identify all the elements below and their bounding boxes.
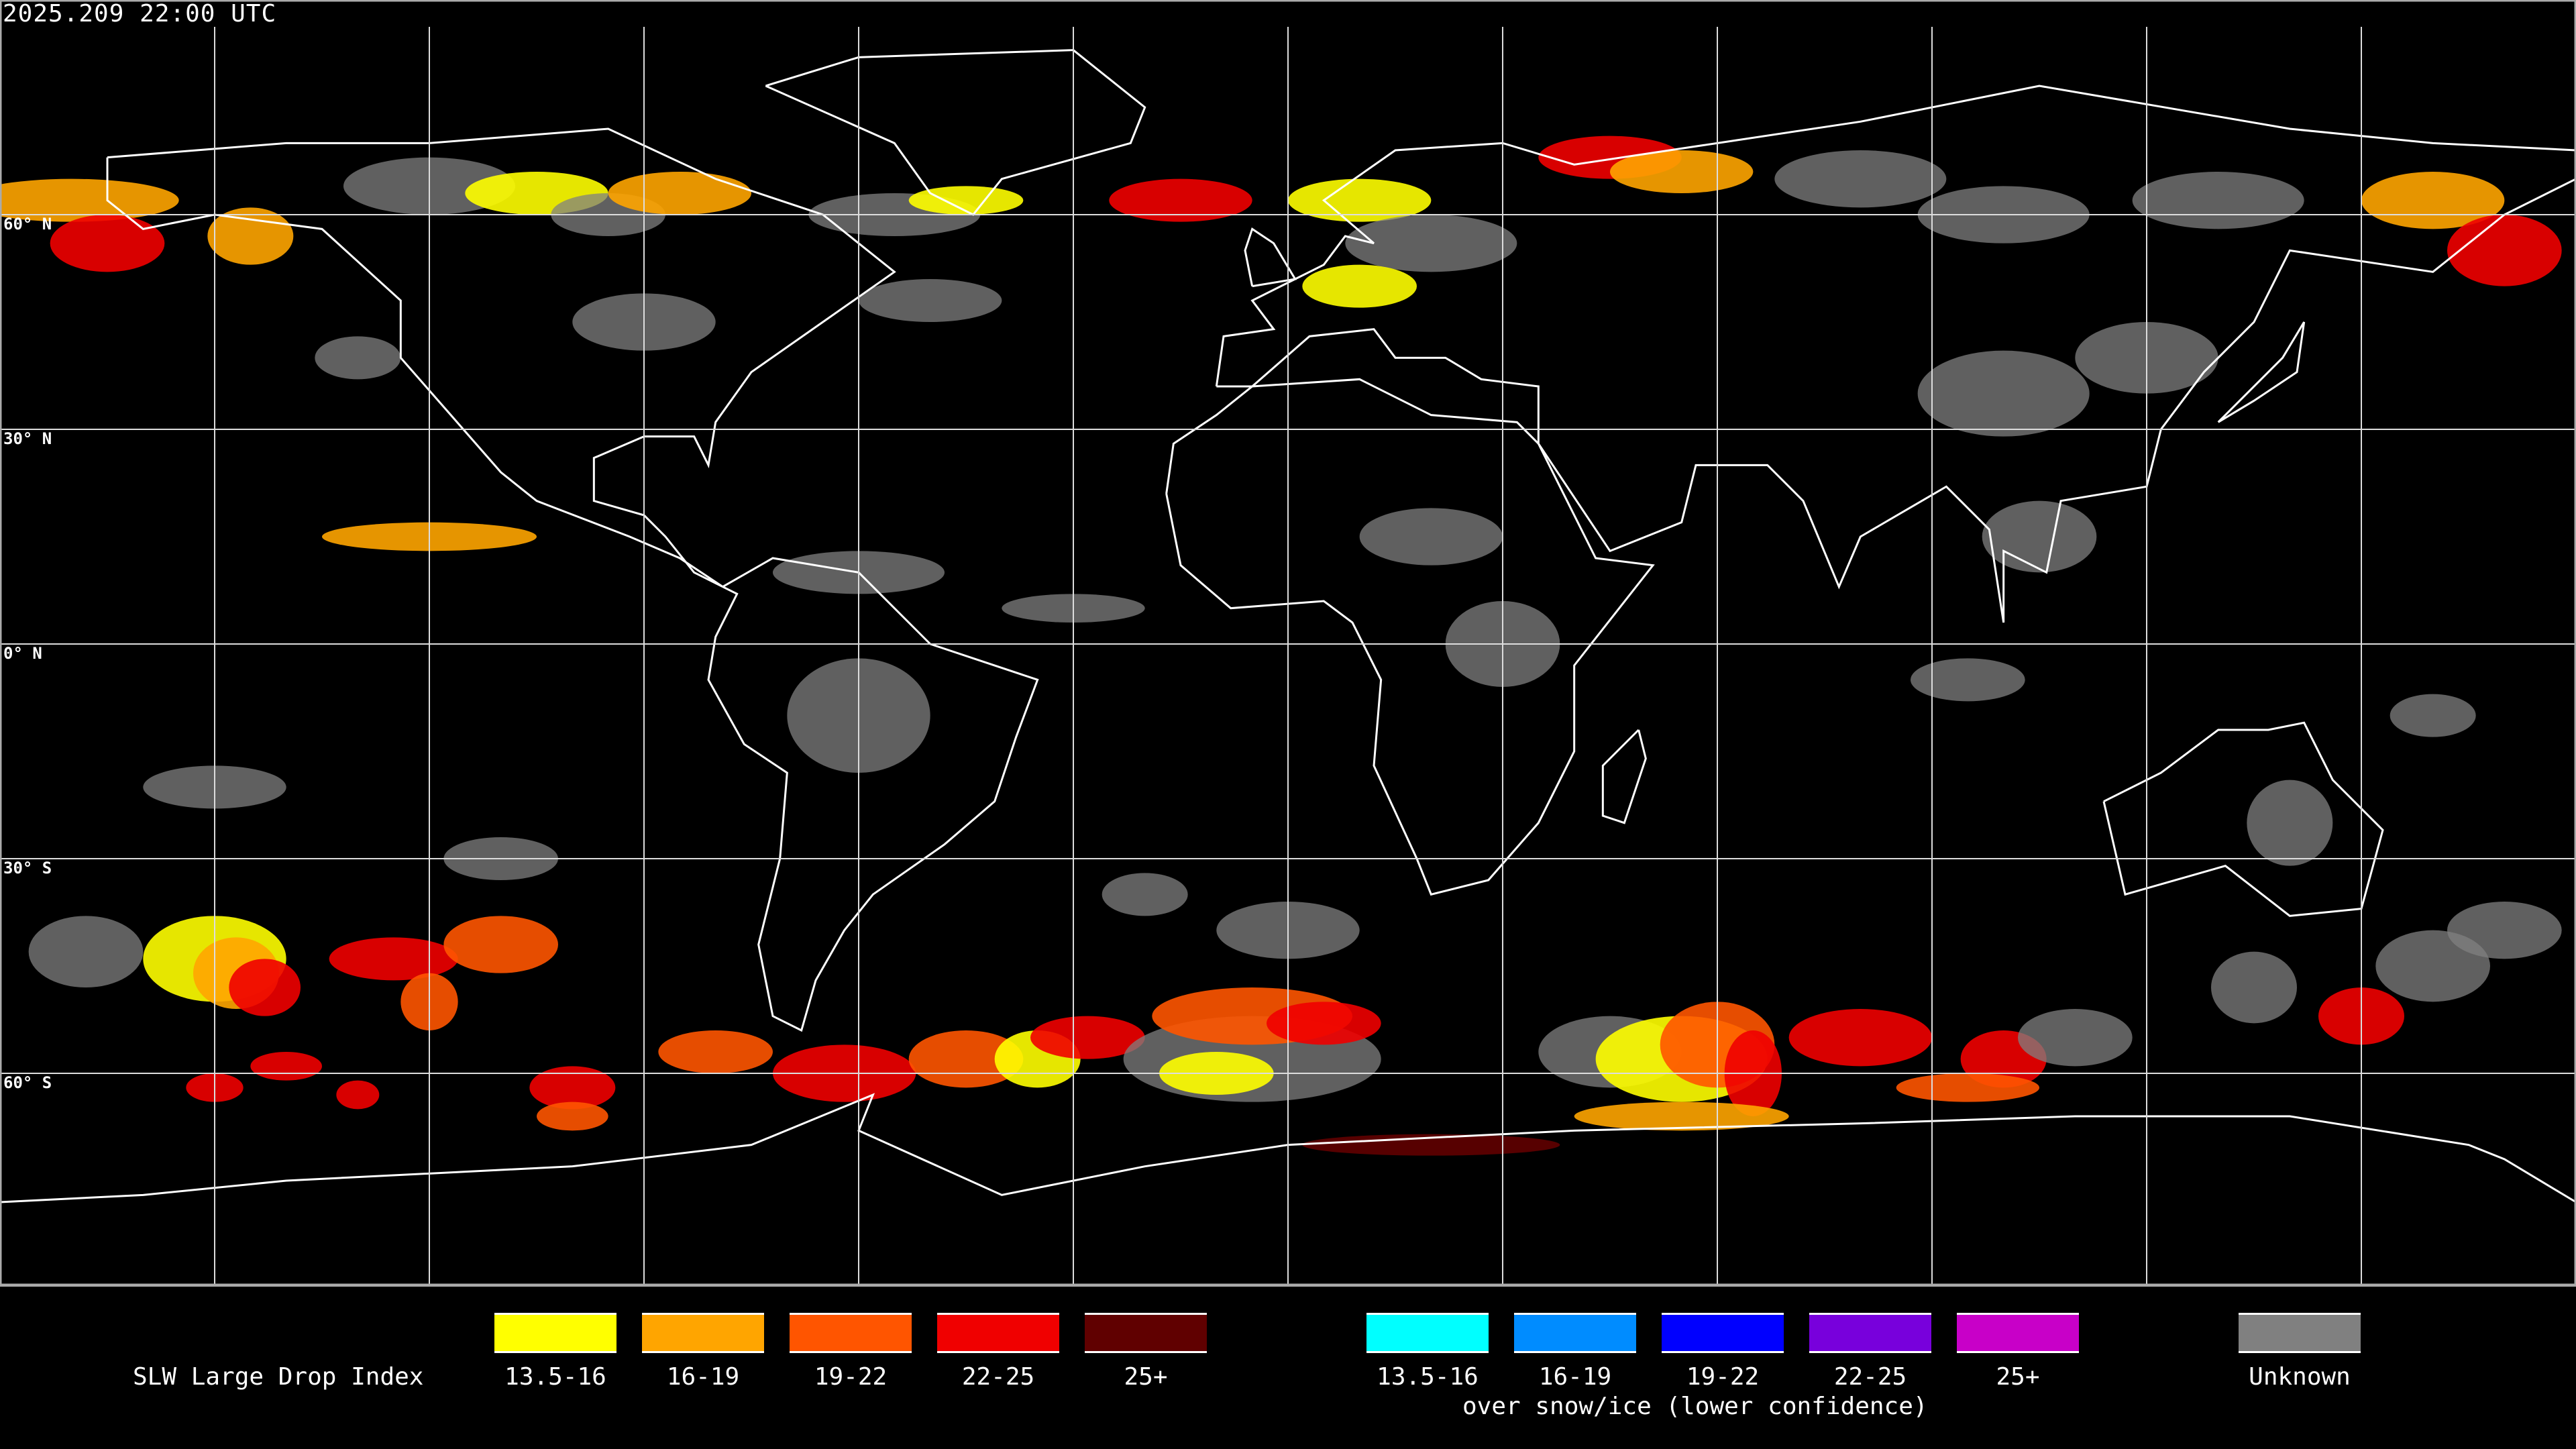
cloud-patch-60	[858, 278, 1002, 323]
cloud-patch-69	[2247, 780, 2333, 866]
legend-standard-4-swatch	[1085, 1313, 1207, 1353]
legend-snow-ice-3-swatch	[1809, 1313, 1931, 1353]
legend-subtitle: over snow/ice (lower confidence)	[1462, 1393, 1928, 1420]
legend-snow-ice-0-label: 13.5-16	[1377, 1363, 1479, 1391]
legend-standard-2-swatch	[790, 1313, 912, 1353]
cloud-patch-41	[608, 171, 752, 215]
legend-snow-ice-2-swatch	[1662, 1313, 1784, 1353]
cloud-patch-0	[28, 916, 144, 988]
cloud-patch-58	[315, 336, 401, 380]
legend-snow-ice-2-label: 19-22	[1686, 1363, 1760, 1391]
legend-standard-0-swatch	[494, 1313, 616, 1353]
cloud-patch-10	[529, 1066, 616, 1110]
lat-label-30s: 30° S	[3, 859, 52, 877]
cloud-patch-36	[50, 214, 165, 272]
cloud-patch-21	[1302, 1134, 1560, 1156]
timestamp: 2025.209 22:00 UTC	[3, 0, 277, 28]
cloud-patch-6	[443, 916, 559, 973]
coastline-australia	[2102, 721, 2384, 917]
cloud-patch-11	[536, 1102, 608, 1131]
legend-unknown-label: Unknown	[2249, 1363, 2351, 1391]
legend-unknown-swatch	[2239, 1313, 2361, 1353]
cloud-patch-20	[1266, 1002, 1381, 1045]
cloud-patch-50	[1774, 150, 1947, 208]
cloud-patch-27	[1788, 1008, 1933, 1067]
slw-map	[0, 0, 2576, 1286]
cloud-patch-55	[1917, 350, 2090, 437]
cloud-patch-31	[2210, 951, 2298, 1024]
coastline-greenland	[765, 49, 1146, 216]
legend-standard-3-label: 22-25	[961, 1363, 1035, 1391]
map-legend-divider	[0, 1285, 2576, 1287]
cloud-patch-4	[329, 937, 458, 981]
cloud-patch-35	[0, 178, 179, 222]
cloud-patch-54	[2447, 214, 2562, 286]
cloud-patch-47	[1302, 264, 1417, 308]
cloud-patch-43	[908, 186, 1024, 215]
lat-label-0: 0° N	[3, 644, 42, 663]
lat-label-60s: 60° S	[3, 1073, 52, 1092]
cloud-patch-44	[1109, 178, 1252, 222]
cloud-patch-8	[250, 1051, 323, 1081]
legend-snow-ice-3-label: 22-25	[1833, 1363, 1907, 1391]
cloud-patch-52	[2132, 171, 2304, 229]
legend-snow-ice-4-label: 25+	[1996, 1363, 2040, 1391]
legend-standard-2-label: 19-22	[814, 1363, 888, 1391]
coastline-antarctica	[0, 1093, 2576, 1203]
legend-standard-3-swatch	[937, 1313, 1059, 1353]
legend-snow-ice-4-swatch	[1957, 1313, 2079, 1353]
cloud-patch-72	[2390, 694, 2476, 737]
cloud-patch-71	[1102, 873, 1188, 916]
cloud-patch-73	[1910, 658, 2025, 702]
cloud-patch-26	[1574, 1102, 1789, 1131]
cloud-patch-64	[1359, 508, 1503, 566]
coastline-japan	[2217, 321, 2306, 423]
legend-standard-1-label: 16-19	[666, 1363, 740, 1391]
legend-snow-ice-1-swatch	[1514, 1313, 1636, 1353]
cloud-patch-45	[1287, 178, 1432, 222]
coastline-madagascar	[1601, 729, 1647, 824]
cloud-patch-12	[658, 1030, 773, 1074]
coastline-africa	[1165, 378, 1655, 896]
cloud-patch-16	[1030, 1016, 1145, 1059]
cloud-patch-46	[1345, 214, 1517, 272]
cloud-patch-29	[1896, 1073, 2040, 1102]
legend-standard-4-label: 25+	[1124, 1363, 1168, 1391]
cloud-patch-30	[2017, 1008, 2133, 1067]
legend-snow-ice-0-swatch	[1366, 1313, 1489, 1353]
coastline-south-america	[707, 557, 1039, 1032]
legend-snow-ice-1-label: 16-19	[1538, 1363, 1612, 1391]
legend-title: SLW Large Drop Index	[133, 1363, 424, 1391]
legend-standard-0-label: 13.5-16	[504, 1363, 606, 1391]
cloud-patch-9	[336, 1080, 380, 1110]
cloud-patch-34	[2447, 901, 2562, 959]
legend-standard-1-swatch	[642, 1313, 764, 1353]
lat-label-60n: 60° N	[3, 215, 52, 233]
cloud-patch-57	[1982, 500, 2097, 573]
cloud-patch-3	[229, 959, 301, 1016]
lat-label-30n: 30° N	[3, 429, 52, 448]
